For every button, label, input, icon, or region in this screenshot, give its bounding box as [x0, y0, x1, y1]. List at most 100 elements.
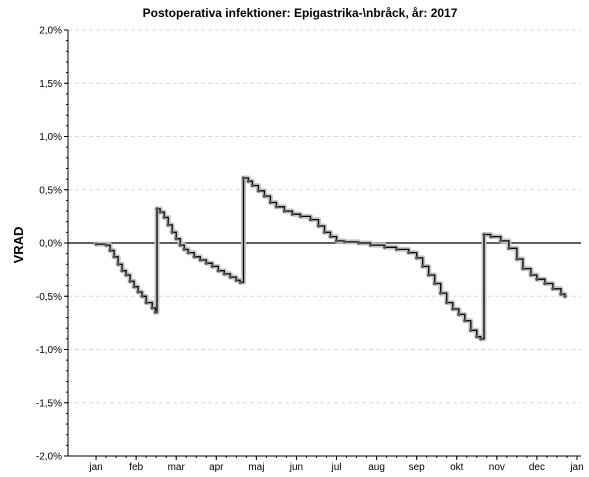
x-tick-label: dec	[529, 462, 545, 473]
data-point	[316, 224, 321, 228]
data-point	[395, 247, 399, 251]
y-tick-label: -1,0%	[36, 345, 62, 356]
x-tick-label: maj	[248, 462, 264, 473]
data-point	[246, 179, 250, 183]
data-point	[342, 240, 347, 244]
data-point	[308, 218, 313, 222]
data-point	[543, 281, 547, 286]
x-tick-label: nov	[489, 462, 505, 473]
data-point	[421, 264, 425, 268]
data-point	[153, 310, 157, 314]
data-point	[234, 278, 238, 282]
y-tick-label: 0,5%	[39, 185, 62, 196]
x-tick-label: sep	[409, 462, 426, 473]
data-point	[210, 264, 214, 268]
data-point	[178, 243, 182, 247]
data-point	[132, 285, 136, 289]
y-tick-label: 1,5%	[39, 79, 62, 90]
data-point	[407, 251, 411, 255]
data-point	[128, 279, 132, 283]
chart-title: Postoperativa infektioner: Epigastrika-\…	[143, 6, 458, 20]
data-point	[521, 267, 525, 271]
y-tick-label: 0,0%	[39, 239, 62, 250]
data-point	[469, 328, 473, 332]
data-point	[174, 237, 178, 241]
data-point	[529, 273, 533, 277]
data-point	[155, 207, 159, 211]
data-point	[144, 301, 148, 305]
x-tick-label: okt	[450, 462, 464, 473]
series-halo	[93, 175, 568, 342]
data-point	[369, 243, 373, 247]
axes	[64, 29, 581, 460]
data-point	[383, 245, 387, 249]
data-point	[415, 256, 419, 260]
data-point	[482, 232, 486, 237]
x-tick-label: jan	[569, 462, 583, 473]
x-tick-label: jun	[289, 462, 303, 473]
x-tick-labels: jan feb mar apr maj jun jul aug sep okt nov dec jan	[88, 462, 583, 473]
x-tick-label: feb	[129, 462, 143, 473]
y-axis-label: VRAD	[11, 227, 26, 264]
data-point	[427, 273, 431, 277]
data-point	[499, 239, 503, 243]
data-point	[433, 281, 437, 286]
data-point	[228, 275, 232, 279]
data-point	[445, 301, 449, 305]
data-point	[515, 257, 519, 261]
y-tick-label: -0,5%	[36, 292, 62, 303]
data-point	[262, 194, 266, 198]
data-point	[274, 205, 278, 209]
data-point	[108, 248, 112, 253]
data-point	[186, 251, 190, 255]
x-tick-label: mar	[168, 462, 186, 473]
data-point	[479, 337, 483, 341]
data-point	[94, 242, 98, 246]
data-point	[489, 235, 493, 239]
data-point	[120, 269, 124, 273]
data-point	[563, 294, 567, 298]
data-point	[298, 214, 303, 218]
data-point	[551, 287, 555, 291]
series-line	[96, 177, 566, 340]
data-point	[136, 290, 140, 294]
data-point	[322, 230, 327, 234]
y-tick-label: 2,0%	[39, 26, 62, 37]
data-point	[104, 243, 108, 247]
data-point	[290, 212, 294, 216]
data-point	[150, 306, 154, 310]
y-tick-label: 1,0%	[39, 132, 62, 143]
data-point	[192, 255, 196, 259]
data-point	[112, 255, 116, 259]
data-point	[457, 312, 461, 316]
data-point	[124, 273, 128, 277]
data-point	[241, 176, 246, 180]
y-tick-labels: 2,0% 1,5% 1,0% 0,5% 0,0% -0,5% -1,0% -1,5% -2,0%	[36, 26, 62, 463]
data-point	[162, 215, 166, 219]
data-point	[268, 200, 272, 205]
data-point	[198, 258, 202, 262]
series	[93, 175, 568, 342]
data-point	[507, 246, 511, 250]
data-point	[357, 241, 361, 245]
data-point	[282, 209, 286, 213]
x-tick-label: apr	[209, 462, 224, 473]
data-point	[463, 319, 467, 323]
x-tick-label: jul	[331, 462, 342, 473]
x-tick-label: jan	[88, 462, 102, 473]
data-point	[166, 223, 170, 227]
data-point	[451, 307, 455, 311]
data-point	[328, 235, 333, 239]
data-point	[559, 292, 563, 296]
y-tick-label: -1,5%	[36, 398, 62, 409]
data-point	[475, 335, 479, 339]
data-point	[256, 189, 260, 193]
x-tick-label: aug	[368, 462, 385, 473]
data-point	[250, 183, 254, 188]
data-point	[204, 261, 208, 265]
data-point	[439, 291, 443, 295]
data-point	[140, 294, 144, 298]
data-point	[238, 280, 242, 284]
data-point	[158, 210, 162, 214]
